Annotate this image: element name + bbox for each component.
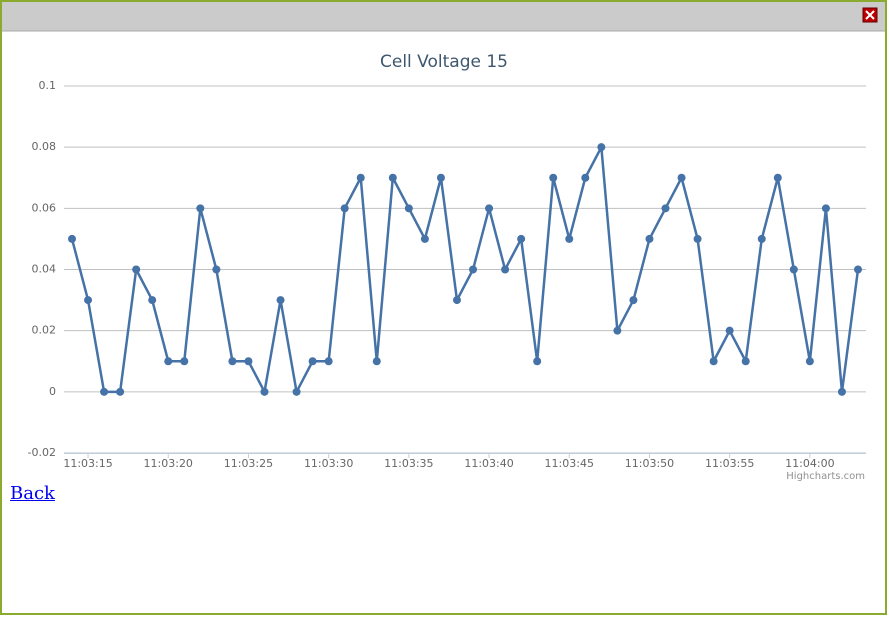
point — [581, 173, 590, 182]
point — [164, 357, 173, 366]
point — [452, 296, 461, 305]
point — [180, 357, 189, 366]
point — [805, 357, 814, 366]
point — [388, 173, 397, 182]
y-tick-label: 0.08 — [32, 140, 57, 153]
credits: Highcharts.com — [786, 471, 865, 482]
point — [372, 357, 381, 366]
point — [821, 204, 830, 213]
point — [292, 387, 301, 396]
point — [741, 357, 750, 366]
point — [340, 204, 349, 213]
point — [212, 265, 221, 274]
point — [244, 357, 253, 366]
point — [132, 265, 141, 274]
y-tick-label: 0.02 — [32, 324, 57, 337]
point — [404, 204, 413, 213]
point — [517, 234, 526, 243]
point — [709, 357, 718, 366]
point — [693, 234, 702, 243]
y-tick-label: 0.04 — [32, 263, 57, 276]
series-line — [70, 145, 860, 394]
back-link[interactable]: Back — [10, 483, 55, 504]
point — [356, 173, 365, 182]
point — [725, 326, 734, 335]
point — [757, 234, 766, 243]
point — [837, 387, 846, 396]
point — [854, 265, 862, 274]
point — [84, 296, 93, 305]
point — [485, 204, 494, 213]
point — [148, 296, 157, 305]
close-button[interactable] — [862, 7, 878, 23]
x-tick-label: 11:03:45 — [545, 457, 594, 470]
x-tick-label: 11:03:50 — [625, 457, 674, 470]
point — [629, 296, 638, 305]
point — [68, 234, 76, 243]
y-tick-label: 0.1 — [39, 79, 57, 92]
point — [196, 204, 205, 213]
y-tick-label: 0.06 — [32, 201, 57, 214]
point — [308, 357, 317, 366]
point — [501, 265, 510, 274]
point — [597, 143, 606, 152]
x-tick-label: 11:03:20 — [144, 457, 193, 470]
x-tick-label: 11:03:55 — [705, 457, 754, 470]
y-tick-label: 0 — [49, 385, 56, 398]
close-icon[interactable] — [865, 10, 875, 20]
point — [613, 326, 622, 335]
point — [100, 387, 109, 396]
point — [645, 234, 654, 243]
point — [789, 265, 798, 274]
x-tick-label: 11:03:15 — [63, 457, 112, 470]
y-tick-label: -0.02 — [28, 446, 56, 459]
title-bar — [2, 2, 885, 31]
point — [116, 387, 125, 396]
point — [260, 387, 269, 396]
point — [469, 265, 478, 274]
x-tick-label: 11:03:35 — [384, 457, 433, 470]
x-tick-label: 11:04:00 — [785, 457, 834, 470]
x-tick-label: 11:03:40 — [464, 457, 513, 470]
x-tick-label: 11:03:30 — [304, 457, 353, 470]
point — [773, 173, 782, 182]
point — [565, 234, 574, 243]
x-tick-label: 11:03:25 — [224, 457, 273, 470]
point — [549, 173, 558, 182]
point — [276, 296, 285, 305]
point — [324, 357, 333, 366]
point — [228, 357, 237, 366]
point — [677, 173, 686, 182]
point — [661, 204, 670, 213]
point — [436, 173, 445, 182]
point — [420, 234, 429, 243]
point — [533, 357, 542, 366]
chart-title: Cell Voltage 15 — [380, 52, 508, 72]
